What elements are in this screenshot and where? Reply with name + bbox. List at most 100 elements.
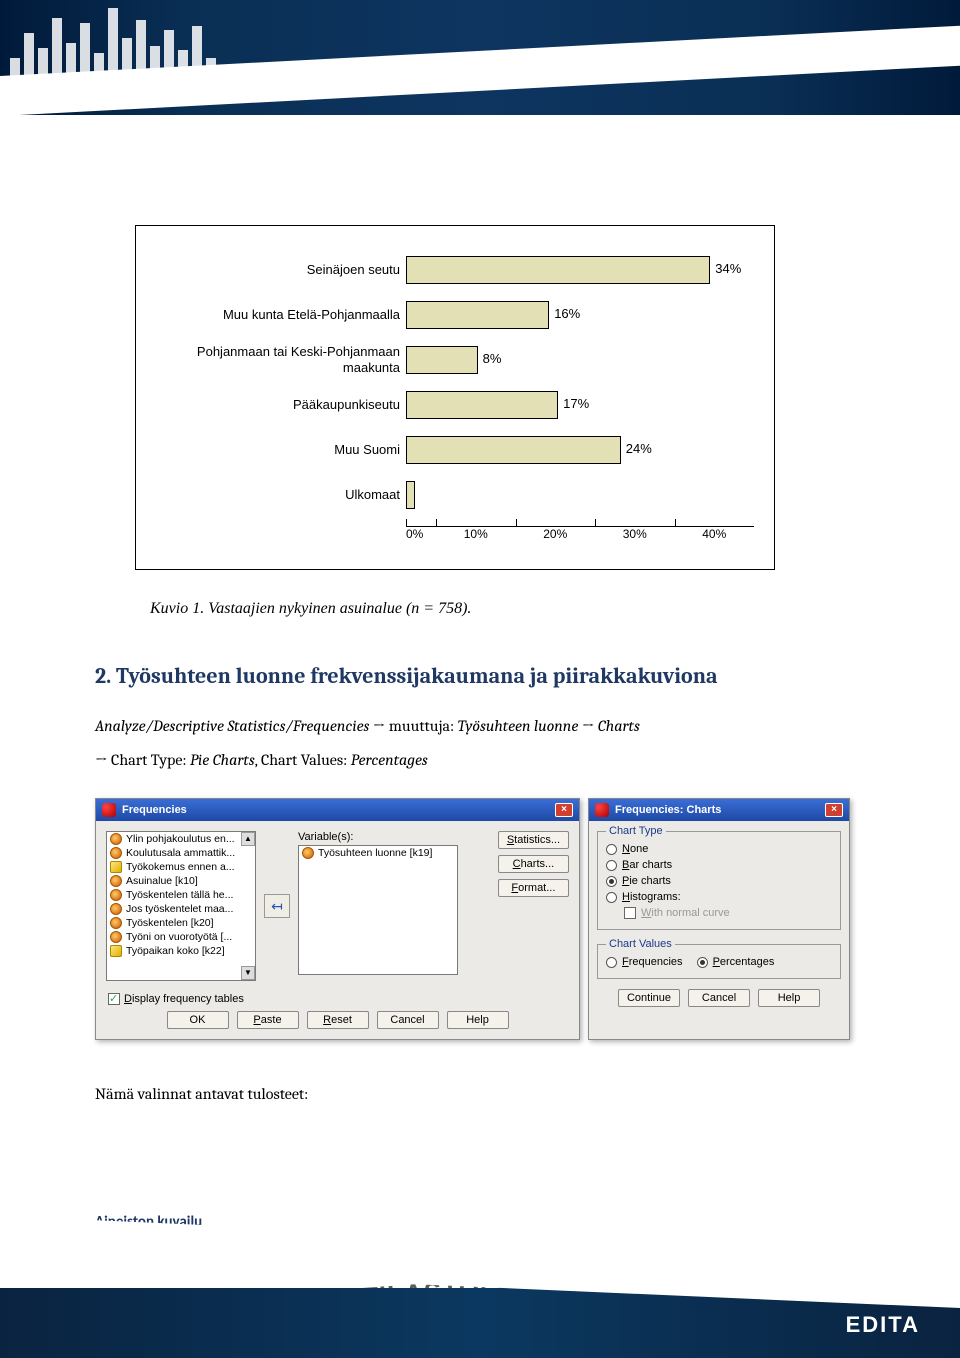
x-axis-ticks: 0%10%20%30%40% (406, 527, 754, 559)
instruction-line-1: Analyze/Descriptive Statistics/Frequenci… (95, 714, 865, 740)
page-content: Seinäjoen seutu34%Muu kunta Etelä-Pohjan… (0, 115, 960, 1103)
bar-label: Seinäjoen seutu (146, 262, 406, 278)
bar-row: Seinäjoen seutu34% (146, 249, 764, 291)
charts-bottom-buttons: Continue Cancel Help (589, 983, 849, 1017)
display-freq-checkbox-row[interactable]: DDisplay frequency tablesisplay frequenc… (96, 989, 579, 1005)
freq-dialog-titlebar: Frequencies × (96, 799, 579, 821)
radio-icon[interactable] (606, 957, 617, 968)
list-item[interactable]: Työskentelen [k20] (107, 916, 255, 930)
axis-tick: 30% (595, 527, 675, 559)
bar-value: 24% (626, 441, 652, 456)
checkbox-icon[interactable] (108, 993, 120, 1005)
radio-option[interactable]: Pie charts (606, 873, 832, 889)
charts--button[interactable]: Charts... (498, 855, 569, 873)
radio-icon[interactable] (606, 860, 617, 871)
list-item[interactable]: Työsuhteen luonne [k19] (299, 846, 457, 860)
cancel-button[interactable]: Cancel (377, 1011, 439, 1029)
statistics--button[interactable]: Statistics... (498, 831, 569, 849)
variable-icon (110, 847, 122, 859)
help-button[interactable]: Help (447, 1011, 509, 1029)
variable-icon (302, 847, 314, 859)
chart-type-options: NoneBar chartsPie chartsHistograms: (606, 841, 832, 905)
freq-bottom-buttons: OK Paste Reset Cancel Help (96, 1005, 579, 1039)
normal-curve-row: With normal curve (606, 905, 832, 921)
instruction-line-2: → Chart Type: Pie Charts, Chart Values: … (95, 748, 865, 774)
move-variable-button[interactable]: ↤ (264, 894, 290, 918)
radio-icon[interactable] (606, 892, 617, 903)
variable-icon (110, 931, 122, 943)
radio-option[interactable]: Histograms: (606, 889, 832, 905)
chart-values-fieldset: Chart Values FrequenciesPercentages (597, 938, 841, 979)
freq-dialog-title: Frequencies (122, 804, 187, 816)
frequencies-dialog: Frequencies × ▲ ▼ Ylin pohjakoulutus en.… (95, 798, 580, 1040)
bar-fill: 34% (406, 256, 710, 284)
variable-icon (110, 903, 122, 915)
bar-row: Ulkomaat (146, 474, 764, 516)
list-item[interactable]: Asuinalue [k10] (107, 874, 255, 888)
selected-variables-list[interactable]: Työsuhteen luonne [k19] (298, 845, 458, 975)
help-button[interactable]: Help (758, 989, 820, 1007)
bar-value: 8% (483, 351, 502, 366)
spss-dialogs: Frequencies × ▲ ▼ Ylin pohjakoulutus en.… (95, 798, 865, 1040)
top-banner (0, 0, 960, 115)
bar-chart: Seinäjoen seutu34%Muu kunta Etelä-Pohjan… (135, 225, 775, 570)
bar-row: Muu kunta Etelä-Pohjanmaalla16% (146, 294, 764, 336)
radio-option[interactable]: Percentages (697, 954, 775, 970)
chart-caption: Kuvio 1. Vastaajien nykyinen asuinalue (… (150, 600, 865, 618)
variable-icon (110, 875, 122, 887)
radio-option[interactable]: Frequencies (606, 954, 683, 970)
radio-option[interactable]: None (606, 841, 832, 857)
scroll-up-icon[interactable]: ▲ (241, 832, 255, 846)
radio-option[interactable]: Bar charts (606, 857, 832, 873)
list-item[interactable]: Koulutusala ammattik... (107, 846, 255, 860)
reset-button[interactable]: Reset (307, 1011, 369, 1029)
notes-text: Nämä valinnat antavat tulosteet: (95, 1085, 865, 1103)
paste-button[interactable]: Paste (237, 1011, 299, 1029)
axis-tick: 0% (406, 527, 436, 559)
freq-dialog-body: ▲ ▼ Ylin pohjakoulutus en...Koulutusala … (96, 821, 579, 989)
bar-fill: 24% (406, 436, 621, 464)
list-item[interactable]: Ylin pohjakoulutus en... (107, 832, 255, 846)
list-item[interactable]: Työpaikan koko [k22] (107, 944, 255, 958)
variable-icon (110, 945, 122, 957)
ok-button[interactable]: OK (167, 1011, 229, 1029)
axis-tick: 20% (516, 527, 596, 559)
bar-rows: Seinäjoen seutu34%Muu kunta Etelä-Pohjan… (146, 249, 764, 516)
brand-logo: EDITA (846, 1312, 920, 1338)
instr-var: Työsuhteen luonne (458, 717, 579, 735)
bar-chart-inner: Seinäjoen seutu34%Muu kunta Etelä-Pohjan… (146, 249, 764, 559)
bar-value: 17% (563, 396, 589, 411)
bar-label: Pohjanmaan tai Keski-Pohjanmaan maakunta (146, 344, 406, 375)
chart-type-legend: Chart Type (606, 825, 666, 837)
close-icon[interactable]: × (825, 803, 843, 817)
instr-path: Analyze/Descriptive Statistics/Frequenci… (95, 717, 369, 735)
charts-dialog: Frequencies: Charts × Chart Type NoneBar… (588, 798, 850, 1040)
list-item[interactable]: Työni on vuorotyötä [... (107, 930, 255, 944)
section-heading: 2. Työsuhteen luonne frekvenssijakaumana… (95, 663, 865, 689)
chart-values-options: Frequencies Percentages (606, 954, 832, 970)
target-column: Variable(s): Työsuhteen luonne [k19] (298, 831, 486, 981)
list-item[interactable]: Työkokemus ennen a... (107, 860, 255, 874)
bar-label: Muu Suomi (146, 442, 406, 458)
radio-icon[interactable] (697, 957, 708, 968)
list-item[interactable]: Työskentelen tällä he... (107, 888, 255, 902)
format--button[interactable]: Format... (498, 879, 569, 897)
charts-dialog-titlebar: Frequencies: Charts × (589, 799, 849, 821)
bar-label: Pääkaupunkiseutu (146, 397, 406, 413)
scroll-down-icon[interactable]: ▼ (241, 966, 255, 980)
radio-icon[interactable] (606, 876, 617, 887)
variable-icon (110, 917, 122, 929)
checkbox-icon (624, 907, 636, 919)
continue-button[interactable]: Continue (618, 989, 680, 1007)
close-icon[interactable]: × (555, 803, 573, 817)
variable-icon (110, 889, 122, 901)
app-icon (595, 803, 609, 817)
cancel-button[interactable]: Cancel (688, 989, 750, 1007)
normal-curve-label: With normal curve (641, 907, 730, 919)
banner-bars (10, 8, 216, 78)
app-icon (102, 803, 116, 817)
radio-icon[interactable] (606, 844, 617, 855)
source-variables-list[interactable]: ▲ ▼ Ylin pohjakoulutus en...Koulutusala … (106, 831, 256, 981)
variable-icon (110, 833, 122, 845)
list-item[interactable]: Jos työskentelet maa... (107, 902, 255, 916)
